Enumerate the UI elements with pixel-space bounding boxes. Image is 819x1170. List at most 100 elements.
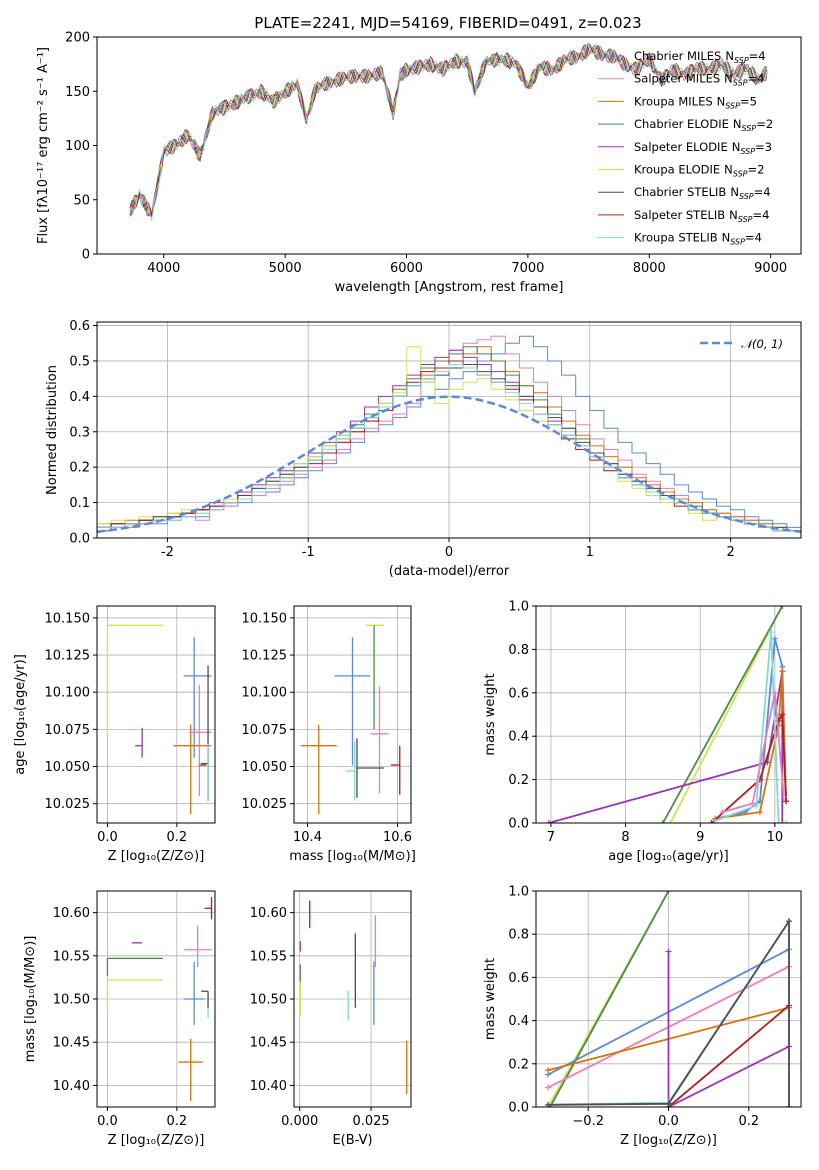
legend-nssp-subscript: SSP bbox=[741, 124, 756, 133]
spectrum-line bbox=[129, 44, 768, 217]
y-axis-label: Normed distribution bbox=[45, 365, 60, 495]
weight-marker bbox=[779, 606, 786, 609]
y-tick-label: 10.075 bbox=[45, 723, 91, 738]
legend-nssp-equals: = bbox=[752, 208, 762, 222]
y-tick-label: 0.2 bbox=[508, 1057, 529, 1072]
legend-nssp-value: 2 bbox=[766, 117, 773, 131]
legend-series-name: Salpeter STELIB bbox=[634, 208, 725, 222]
x-axis-label: Z [log₁₀(Z/Z⊙)] bbox=[620, 1133, 717, 1148]
legend-nssp-subscript: SSP bbox=[740, 147, 755, 156]
x-tick-label: 0.025 bbox=[352, 1114, 389, 1129]
legend-nssp-value: 4 bbox=[755, 231, 762, 245]
legend-nssp-equals: = bbox=[745, 231, 755, 245]
y-tick-label: 0.5 bbox=[69, 354, 90, 369]
weight-marker bbox=[667, 820, 674, 823]
x-tick-label: 0.2 bbox=[166, 1114, 187, 1129]
errorbar-point bbox=[173, 724, 212, 815]
legend-nssp-symbol: N bbox=[724, 163, 733, 177]
x-tick-label: −0.2 bbox=[572, 1114, 604, 1129]
x-axis-label: wavelength [Angstrom, rest frame] bbox=[335, 280, 564, 295]
legend-entry: Chabrier ELODIE NSSP=2 bbox=[634, 117, 773, 133]
weight-marker bbox=[665, 891, 672, 894]
x-axis-label: mass [log₁₀(M/M⊙)] bbox=[289, 849, 416, 864]
legend-entry: 𝒩(0, 1) bbox=[741, 337, 783, 351]
legend-entry: Chabrier MILES NSSP=4 bbox=[634, 49, 766, 65]
weight-line bbox=[548, 670, 784, 823]
legend-nssp-equals: = bbox=[747, 72, 757, 86]
x-axis-label: E(B-V) bbox=[332, 1133, 372, 1148]
residuals-frame bbox=[96, 321, 802, 539]
legend-nssp-symbol: N bbox=[724, 72, 733, 86]
y-tick-label: 0.6 bbox=[508, 971, 529, 986]
y-axis-label: mass [log₁₀(M/M⊙)] bbox=[23, 936, 38, 1063]
age-vs-mass-frame bbox=[293, 605, 412, 824]
y-tick-label: 0.2 bbox=[508, 773, 529, 788]
weight-vs-age-plot-area bbox=[545, 606, 790, 823]
weight-line bbox=[549, 891, 670, 1107]
x-tick-label: 6000 bbox=[390, 261, 423, 276]
y-tick-label: 0.1 bbox=[69, 496, 90, 511]
weight-marker bbox=[719, 809, 726, 816]
legend-nssp-value: 4 bbox=[757, 72, 764, 86]
weight-marker bbox=[659, 820, 666, 823]
x-axis-label: age [log₁₀(age/yr)] bbox=[608, 849, 729, 864]
legend-series-name: Kroupa ELODIE bbox=[634, 163, 720, 177]
legend-nssp-value: 4 bbox=[758, 49, 765, 63]
weight-line bbox=[667, 951, 790, 1107]
legend-nssp-equals: = bbox=[747, 163, 757, 177]
legend-nssp-symbol: N bbox=[717, 94, 726, 108]
mass-vs-ebv-frame bbox=[293, 890, 412, 1108]
age-vs-Z-frame bbox=[96, 605, 216, 824]
legend-nssp-equals: = bbox=[755, 140, 765, 154]
y-tick-label: 10.150 bbox=[45, 611, 91, 626]
y-tick-label: 1.0 bbox=[508, 600, 529, 615]
x-axis-label: Z [log₁₀(Z/Z⊙)] bbox=[108, 849, 205, 864]
spectrum-plot-area bbox=[129, 42, 768, 221]
weight-marker bbox=[780, 793, 787, 800]
x-tick-label: -1 bbox=[302, 545, 315, 560]
y-axis-label: mass weight bbox=[483, 958, 498, 1040]
y-tick-label: 0 bbox=[82, 248, 90, 263]
x-tick-label: 7 bbox=[547, 830, 555, 845]
weight-vs-Z-frame bbox=[535, 890, 802, 1108]
legend-entry: Chabrier STELIB NSSP=4 bbox=[634, 185, 771, 201]
mass-vs-Z-frame bbox=[96, 890, 216, 1108]
figure-title: PLATE=2241, MJD=54169, FIBERID=0491, z=0… bbox=[254, 14, 641, 32]
y-tick-label: 0.3 bbox=[69, 425, 90, 440]
x-tick-label: 7000 bbox=[511, 261, 544, 276]
spectrum-axes: 4000 5000 6000 7000 8000 9000 0 50 100 150 200 wave… bbox=[36, 31, 787, 296]
y-tick-label: 10.100 bbox=[242, 686, 288, 701]
errorbar-point bbox=[106, 979, 163, 1015]
weight-marker bbox=[771, 635, 778, 642]
legend-nssp-symbol: N bbox=[732, 140, 741, 154]
x-tick-label: 0 bbox=[445, 545, 453, 560]
weight-marker bbox=[768, 629, 775, 636]
errorbar-point bbox=[334, 637, 371, 766]
legend-series-name: Kroupa MILES bbox=[634, 94, 713, 108]
weight-line bbox=[662, 606, 784, 823]
residuals-plot-area bbox=[97, 335, 801, 534]
errorbar-point bbox=[183, 637, 212, 758]
y-tick-label: 0.8 bbox=[508, 928, 529, 943]
x-axis-label: Z [log₁₀(Z/Z⊙)] bbox=[108, 1133, 205, 1148]
weight-line bbox=[547, 918, 790, 1107]
y-tick-label: 100 bbox=[65, 139, 90, 154]
y-tick-label: 0.6 bbox=[508, 686, 529, 701]
weight-marker bbox=[749, 800, 756, 807]
x-tick-label: 8000 bbox=[633, 261, 666, 276]
y-tick-label: 0.6 bbox=[69, 319, 90, 334]
errorbar-point bbox=[178, 1038, 203, 1101]
y-tick-label: 50 bbox=[73, 193, 90, 208]
errorbar-point bbox=[135, 727, 143, 758]
y-tick-label: 10.025 bbox=[45, 797, 91, 812]
weight-marker bbox=[779, 668, 786, 675]
weight-marker bbox=[545, 820, 552, 823]
mass-vs-ebv-axes: 0.000 0.025 10.40 10.45 10.50 10.55 10.60 E(B-V… bbox=[250, 891, 411, 1148]
legend-nssp-subscript: SSP bbox=[738, 215, 753, 224]
y-tick-label: 10.40 bbox=[53, 1079, 90, 1094]
weight-line bbox=[669, 606, 784, 823]
age-vs-Z-axes: 0.0 0.2 10.025 10.050 10.075 10.100 10.125 10.1… bbox=[13, 606, 215, 864]
weight-marker bbox=[753, 802, 760, 809]
y-tick-label: 0.0 bbox=[508, 1101, 529, 1116]
y-tick-label: 10.150 bbox=[242, 611, 288, 626]
